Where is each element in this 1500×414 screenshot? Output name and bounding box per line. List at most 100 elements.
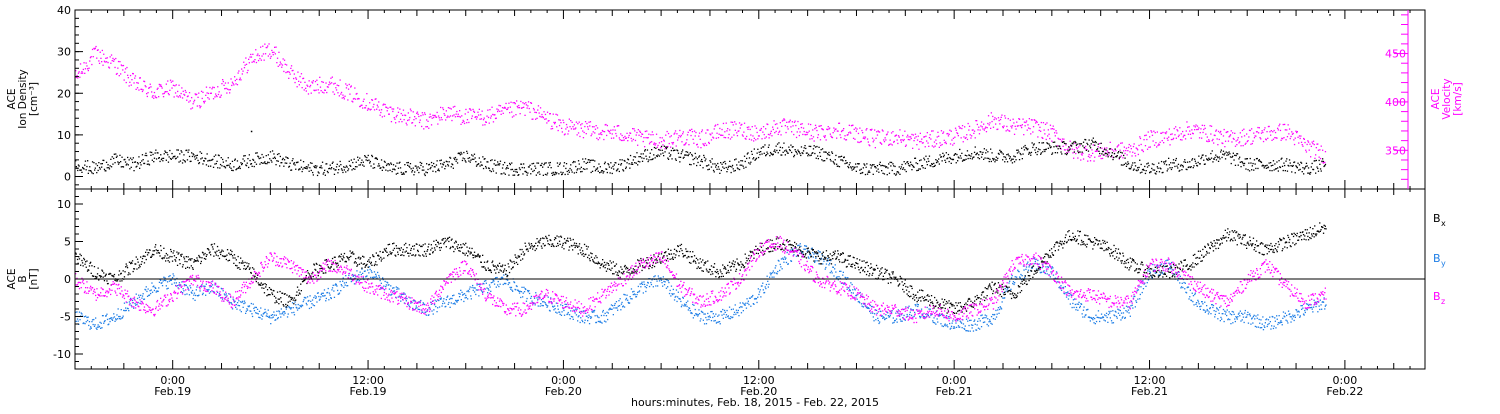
- ion-density-point: [1257, 167, 1259, 170]
- velocity-point: [1112, 156, 1114, 159]
- velocity-point: [103, 53, 105, 55]
- velocity-point: [201, 97, 203, 100]
- velocity-point: [1179, 139, 1182, 141]
- velocity-point: [947, 132, 949, 135]
- ion-density-point: [1196, 165, 1199, 167]
- ion-density-point: [814, 146, 817, 148]
- velocity-point: [421, 112, 423, 114]
- velocity-point: [894, 135, 896, 137]
- ion-density-point: [1317, 167, 1319, 170]
- velocity-point: [995, 123, 997, 125]
- ion-density-point: [1068, 149, 1071, 151]
- ion-density-point: [766, 151, 768, 153]
- velocity-point: [200, 105, 202, 107]
- ion-density-point: [569, 167, 571, 170]
- ion-density-point: [499, 163, 501, 165]
- velocity-point: [671, 142, 673, 144]
- velocity-point: [971, 129, 973, 131]
- by-point: [739, 302, 741, 304]
- ion-density-point: [599, 172, 601, 174]
- velocity-point: [932, 130, 934, 132]
- velocity-point: [670, 135, 672, 137]
- by-point: [139, 302, 141, 304]
- velocity-point: [129, 74, 132, 77]
- ion-density-point: [279, 165, 281, 167]
- by-point: [577, 320, 579, 322]
- ion-density-point: [1297, 162, 1299, 164]
- velocity-point: [804, 133, 806, 136]
- ion-density-point: [600, 171, 602, 173]
- ion-density-point: [544, 162, 546, 164]
- by-point: [242, 306, 244, 308]
- by-point: [697, 314, 699, 316]
- ion-density-point: [310, 169, 312, 172]
- velocity-point: [919, 132, 921, 134]
- by-point: [256, 312, 258, 314]
- velocity-point: [589, 121, 592, 123]
- velocity-point: [302, 77, 304, 80]
- ion-density-point: [938, 158, 940, 160]
- by-point: [873, 320, 875, 322]
- ion-density-point: [590, 171, 592, 174]
- ion-density-point: [527, 166, 530, 168]
- ion-density-point: [1292, 164, 1294, 167]
- by-point: [611, 308, 613, 310]
- by-point: [502, 283, 504, 286]
- ion-density-point: [212, 158, 214, 160]
- ion-density-point: [181, 151, 183, 153]
- ion-density-series: [75, 137, 1327, 177]
- ion-density-point: [930, 165, 932, 167]
- ion-density-point: [1298, 169, 1300, 171]
- ion-density-point: [126, 163, 128, 165]
- ion-density-point: [824, 151, 826, 153]
- ion-density-point: [665, 148, 668, 150]
- ion-density-point: [705, 158, 707, 160]
- velocity-point: [599, 133, 601, 135]
- ion-density-point: [1108, 152, 1110, 154]
- ion-density-point: [781, 154, 783, 156]
- ion-density-point: [717, 162, 719, 165]
- ion-density-point: [187, 151, 189, 153]
- velocity-point: [144, 85, 146, 87]
- ion-density-point: [354, 166, 357, 168]
- velocity-point: [777, 133, 779, 135]
- ion-density-point: [894, 165, 896, 168]
- velocity-point: [287, 71, 289, 73]
- velocity-point: [1042, 137, 1044, 139]
- ion-density-point: [863, 163, 865, 165]
- velocity-point: [1160, 132, 1162, 134]
- by-point: [331, 287, 334, 289]
- by-point: [445, 305, 447, 308]
- velocity-point: [537, 109, 539, 111]
- by-point: [743, 304, 746, 306]
- by-point: [536, 297, 538, 299]
- velocity-point: [1248, 136, 1250, 138]
- ion-density-point: [1198, 155, 1200, 157]
- velocity-point: [397, 107, 399, 109]
- ion-density-point: [653, 154, 655, 156]
- ion-density-point: [965, 158, 967, 160]
- by-point: [779, 263, 781, 266]
- ion-density-point: [733, 170, 735, 172]
- ion-density-point: [673, 149, 675, 151]
- ion-density-point: [251, 165, 253, 167]
- velocity-point: [765, 128, 767, 130]
- velocity-point: [573, 128, 575, 130]
- velocity-point: [303, 89, 305, 91]
- ion-density-point: [1111, 152, 1113, 154]
- velocity-point: [142, 89, 144, 91]
- by-point: [406, 297, 408, 300]
- by-point: [585, 312, 587, 314]
- ion-density-point: [1182, 166, 1184, 168]
- ion-density-point: [89, 170, 92, 172]
- by-point: [596, 314, 598, 317]
- ion-density-point: [707, 169, 709, 171]
- ion-density-point: [308, 170, 310, 172]
- by-point: [847, 277, 849, 279]
- ion-density-point: [949, 158, 952, 160]
- by-point: [243, 302, 245, 305]
- ion-density-point: [204, 157, 206, 159]
- velocity-point: [203, 100, 205, 103]
- ion-density-point: [1065, 143, 1067, 145]
- by-point: [260, 307, 262, 309]
